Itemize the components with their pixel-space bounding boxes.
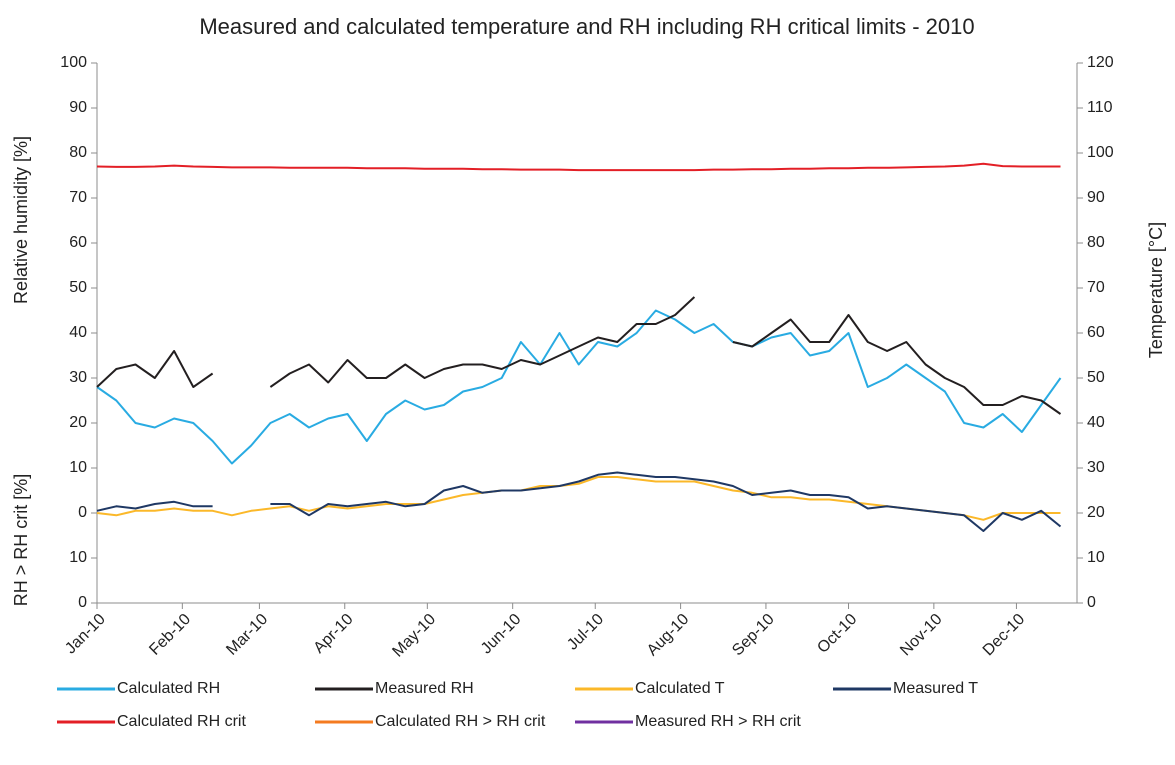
y-tick-label: 80 [69, 144, 87, 161]
y-tick-label: 70 [69, 189, 87, 206]
y-tick-label: 10 [69, 549, 87, 566]
legend-label: Calculated T [635, 680, 725, 697]
series-line [96, 309, 1062, 465]
y2-axis-label: Temperature [°C] [1146, 222, 1166, 358]
y2-tick-label: 80 [1087, 234, 1105, 251]
legend-label: Measured RH > RH crit [635, 713, 801, 730]
y-tick-label: 40 [69, 324, 87, 341]
y2-tick-label: 100 [1087, 144, 1114, 161]
x-tick-label: Jun-10 [478, 611, 525, 658]
y2-tick-label: 60 [1087, 324, 1105, 341]
y2-tick-label: 20 [1087, 504, 1105, 521]
y-axis-label: Relative humidity [%] [11, 136, 31, 304]
y-tick-label: 0 [78, 594, 87, 611]
x-tick-label: Oct-10 [814, 611, 860, 657]
x-tick-label: Apr-10 [311, 611, 357, 657]
y-tick-label: 90 [69, 99, 87, 116]
legend-label: Measured T [893, 680, 978, 697]
y2-tick-label: 40 [1087, 414, 1105, 431]
series-line [96, 162, 1061, 172]
y-tick-label: 60 [69, 234, 87, 251]
series-line [96, 476, 1061, 521]
x-tick-label: Sep-10 [729, 611, 778, 660]
y2-tick-label: 90 [1087, 189, 1105, 206]
x-tick-label: Aug-10 [644, 611, 693, 660]
x-tick-label: Jul-10 [564, 611, 607, 654]
legend-label: Measured RH [375, 680, 474, 697]
y-tick-label: 20 [69, 414, 87, 431]
x-tick-label: Mar-10 [223, 611, 271, 659]
x-tick-label: Jan-10 [62, 611, 109, 658]
chart-title: Measured and calculated temperature and … [199, 14, 974, 39]
y-axis-label-lower: RH > RH crit [%] [11, 474, 31, 607]
y2-tick-label: 70 [1087, 279, 1105, 296]
y-tick-label: 10 [69, 459, 87, 476]
legend-label: Calculated RH > RH crit [375, 713, 546, 730]
legend-label: Calculated RH crit [117, 713, 246, 730]
x-tick-label: Nov-10 [897, 611, 946, 660]
x-tick-label: May-10 [389, 611, 439, 661]
x-tick-label: Feb-10 [146, 611, 194, 659]
y2-tick-label: 0 [1087, 594, 1096, 611]
y-tick-label: 30 [69, 369, 87, 386]
y2-tick-label: 10 [1087, 549, 1105, 566]
y-tick-label: 100 [60, 54, 87, 71]
y2-tick-label: 50 [1087, 369, 1105, 386]
x-tick-label: Dec-10 [980, 611, 1029, 660]
legend-label: Calculated RH [117, 680, 220, 697]
series-line [96, 471, 1062, 532]
y-tick-label: 50 [69, 279, 87, 296]
y2-tick-label: 30 [1087, 459, 1105, 476]
series-line [96, 296, 1062, 415]
y2-tick-label: 110 [1087, 99, 1113, 116]
y2-tick-label: 120 [1087, 54, 1114, 71]
y-tick-label: 0 [78, 504, 87, 521]
